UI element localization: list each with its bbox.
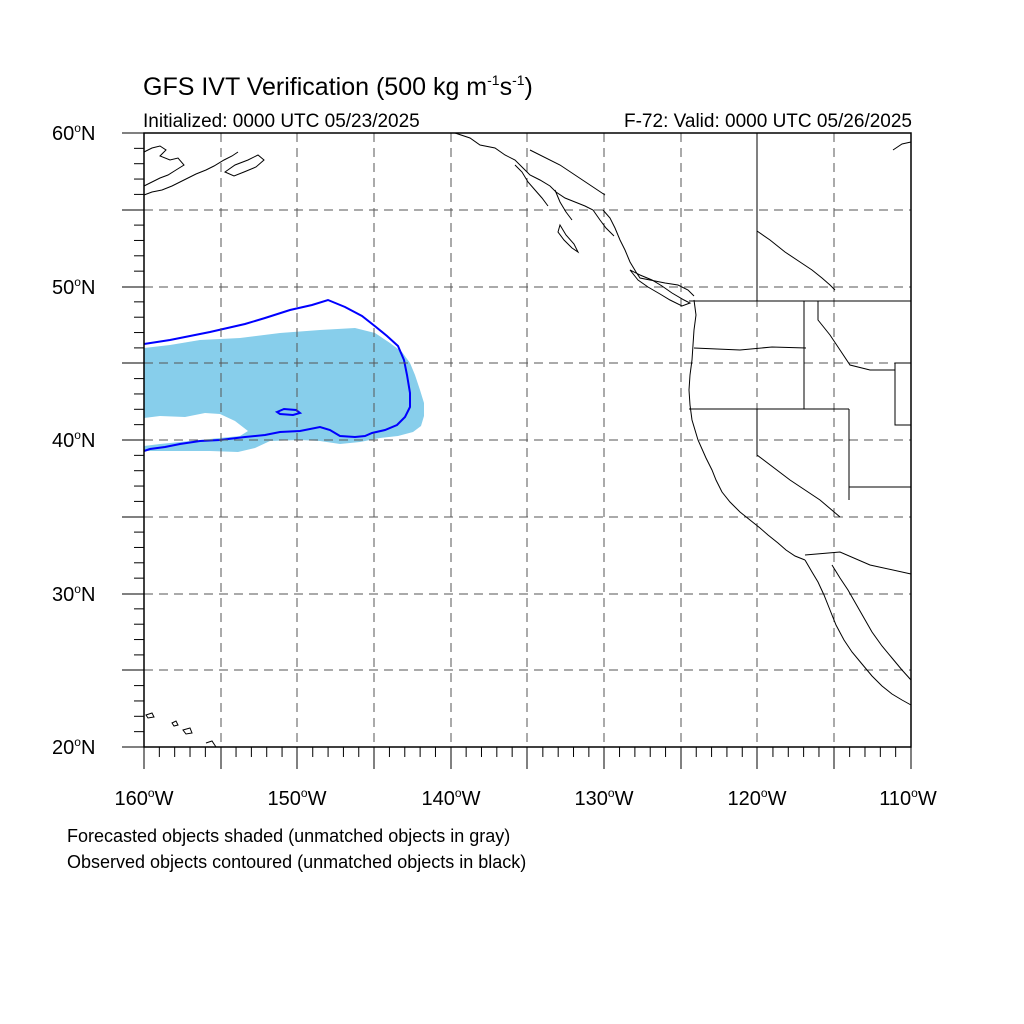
forecast-legend-note: Forecasted objects shaded (unmatched obj…	[67, 826, 511, 846]
lon-label-160w: 160oW	[114, 786, 174, 810]
se-alaska-coast	[454, 132, 615, 237]
lat-label-20n: 20oN	[52, 735, 96, 759]
map-title: GFS IVT Verification (500 kg m-1s-1)	[143, 72, 533, 101]
observed-legend-note: Observed objects contoured (unmatched ob…	[67, 852, 527, 872]
observed-small-contour	[274, 407, 303, 417]
canada-east-border	[756, 230, 836, 291]
alaska-coast	[143, 145, 185, 187]
inside-passage-islands	[514, 164, 580, 254]
minor-axis-ticks	[134, 147, 897, 757]
california-nevada-border	[756, 409, 841, 518]
gulf-of-california-coast	[831, 564, 912, 681]
lon-label-140w: 140oW	[421, 786, 481, 810]
lat-label-50n: 50oN	[52, 275, 96, 299]
valid-time-label: F-72: Valid: 0000 UTC 05/26/2025	[624, 111, 912, 132]
observed-object-contour	[143, 298, 411, 452]
alaska-peninsula	[143, 151, 239, 196]
init-time-label: Initialized: 0000 UTC 05/23/2025	[143, 111, 420, 132]
montana-idaho-border	[817, 301, 895, 371]
alaska-bc-border	[529, 149, 606, 196]
vancouver-island	[629, 269, 692, 307]
lat-label-60n: 60oN	[52, 121, 96, 145]
forecast-object-shading	[144, 328, 424, 452]
lat-label-40n: 40oN	[52, 428, 96, 452]
political-borders	[529, 133, 912, 575]
coastlines	[143, 132, 912, 748]
bc-coast	[602, 209, 695, 297]
lat-label-30n: 30oN	[52, 582, 96, 606]
lon-label-150w: 150oW	[267, 786, 327, 810]
lon-label-130w: 130oW	[574, 786, 634, 810]
us-west-coast	[688, 299, 806, 561]
lon-label-110w: 110oW	[879, 786, 937, 810]
ne-corner-coast	[892, 141, 912, 151]
baja-coast	[804, 559, 912, 706]
axis-ticks	[122, 132, 912, 769]
hawaii-islands	[145, 712, 217, 748]
wyoming-box	[894, 362, 911, 426]
washington-oregon-border	[693, 346, 807, 351]
kodiak-island	[223, 154, 265, 177]
us-mexico-border	[804, 551, 912, 575]
lon-label-120w: 120oW	[727, 786, 787, 810]
